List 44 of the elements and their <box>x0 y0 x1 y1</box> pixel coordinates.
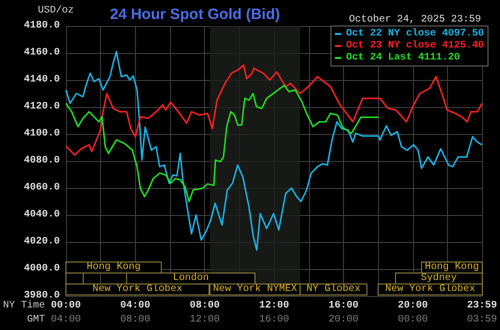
y-tick-label: 4120.0 <box>24 102 60 112</box>
x2-tick-label: 03:59 <box>466 314 498 326</box>
x-tick-label: 08:00 <box>190 300 220 312</box>
x-axis-title: NY Time <box>2 300 46 312</box>
x2-tick-label: 00:00 <box>398 314 428 326</box>
line-series <box>65 84 380 202</box>
x-tick-label: 20:00 <box>398 300 428 312</box>
y-tick-label: 4080.0 <box>24 156 60 166</box>
band-label: Hong Kong <box>424 262 479 273</box>
x2-tick-label: 20:00 <box>328 314 358 326</box>
band-label: Sydney <box>420 272 457 284</box>
y-tick-label: 4060.0 <box>24 182 60 194</box>
x2-axis-title: GMT <box>26 314 46 326</box>
band-label: Hong Kong <box>86 262 141 273</box>
band-label: London <box>172 272 209 284</box>
band-label: New York NYMEX <box>213 283 298 295</box>
x2-tick-label: 12:00 <box>190 314 220 326</box>
chart-title: 24 Hour Spot Gold (Bid) <box>110 6 280 23</box>
y-tick-label: 4100.0 <box>24 128 60 140</box>
y-tick-label: 4040.0 <box>24 210 60 220</box>
y-tick-label: 4140.0 <box>24 74 60 86</box>
y-tick-label: 4020.0 <box>24 236 60 248</box>
x2-tick-label: 04:00 <box>50 314 81 326</box>
x-tick-label: 16:00 <box>328 300 359 312</box>
band-label: New York Globex <box>385 283 476 295</box>
y-tick-label: 4160.0 <box>24 48 60 58</box>
x2-tick-label: 16:00 <box>259 314 290 326</box>
y-axis-title: USD/oz <box>38 4 74 16</box>
y-tick-label: 4180.0 <box>24 20 60 32</box>
x-tick-label: 23:59 <box>466 300 498 312</box>
y-tick-label: 3980.0 <box>24 290 60 302</box>
x2-tick-label: 08:00 <box>120 314 150 326</box>
x-tick-label: 12:00 <box>259 300 290 312</box>
x-tick-label: 04:00 <box>120 300 150 312</box>
x-tick-label: 00:00 <box>50 300 81 312</box>
band-label: NY Globex <box>306 283 361 295</box>
y-tick-label: 4000.0 <box>24 264 60 274</box>
legend-label: Oct 23 NY close 4125.40 <box>346 40 484 52</box>
chart-subtitle: October 24, 2025 23:59 <box>348 14 482 26</box>
band-label: New York Globex <box>92 283 182 295</box>
line-series <box>65 50 483 251</box>
line-series <box>65 64 483 156</box>
legend-label: Oct 24 Last 4111.20 <box>346 52 460 64</box>
legend-label: Oct 22 NY close 4097.50 <box>346 28 484 40</box>
